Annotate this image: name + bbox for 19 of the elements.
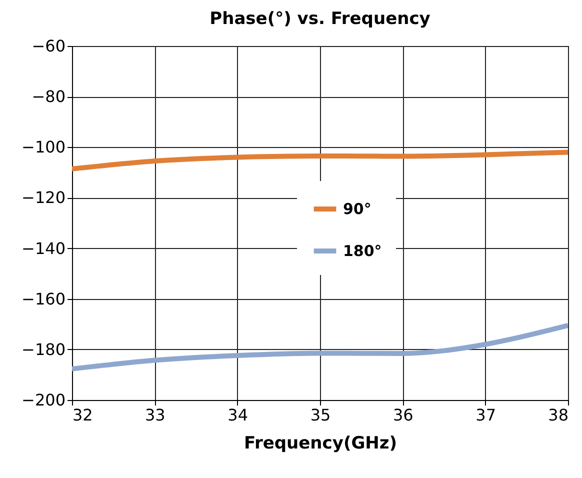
x-tick-label: 38 <box>548 406 568 424</box>
x-tick-label: 34 <box>228 406 248 424</box>
y-tick-label: −140 <box>22 238 66 258</box>
y-tick-label: −120 <box>22 188 66 208</box>
y-tick-label: −60 <box>32 36 66 56</box>
x-tick-label: 37 <box>476 406 496 424</box>
x-tick-label: 36 <box>392 406 414 424</box>
y-tick-label: −100 <box>22 138 66 157</box>
y-tick-label: −200 <box>22 390 66 410</box>
legend-label: 90° <box>343 200 372 218</box>
y-tick-label: −180 <box>22 340 66 359</box>
chart-title: Phase(°) vs. Frequency <box>210 9 430 29</box>
y-tick-label: −160 <box>22 289 66 308</box>
y-tick-label: −80 <box>32 87 66 106</box>
x-axis-title: Frequency(GHz) <box>244 434 398 454</box>
x-tick-label: 32 <box>72 406 93 424</box>
x-tick-label: 33 <box>144 406 166 424</box>
x-tick-label: 35 <box>310 406 331 424</box>
legend-label: 180° <box>343 242 382 260</box>
